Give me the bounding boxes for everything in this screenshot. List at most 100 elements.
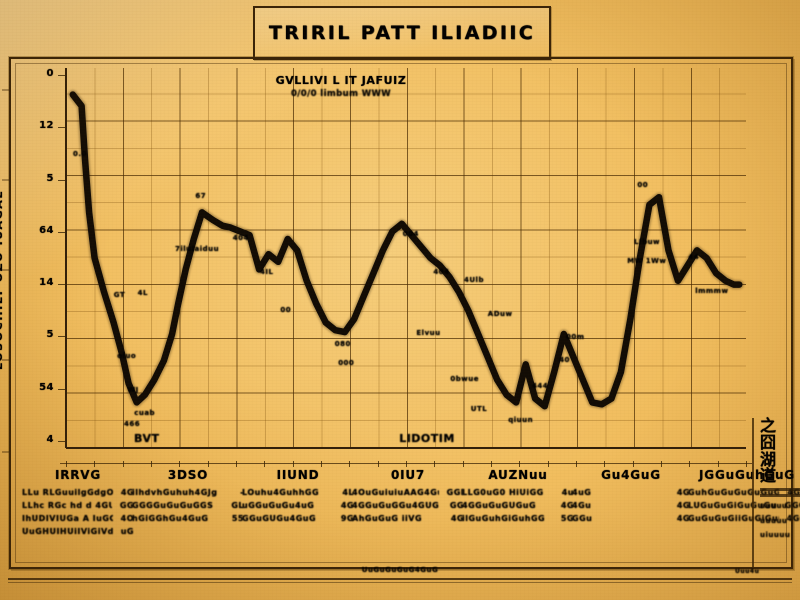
- data-label: 4IL: [260, 268, 274, 277]
- table-row: UuGHUIHUiIViGiVdJuuLL uG: [22, 527, 134, 536]
- table-cell-value: 4Gu: [786, 514, 800, 523]
- x-tick: [236, 461, 237, 467]
- chart-frame: [9, 57, 793, 569]
- y-tick-label: 0: [46, 68, 54, 79]
- table-cell-value: GGl: [446, 488, 464, 497]
- y-tick-label: 14: [39, 277, 54, 289]
- table-column-header: AUZNuu: [488, 468, 548, 482]
- data-label: 00: [637, 180, 649, 189]
- table-row: 4uG 4G: [572, 488, 690, 497]
- data-label: Elvuu: [416, 329, 441, 337]
- table-cell-label: 4OuGuiuiuAAG4Gulu: [352, 488, 439, 497]
- data-label: 004: [402, 230, 419, 239]
- table-cell-label: hGiGGhGu4GuG: [132, 514, 209, 523]
- x-tick: [151, 461, 152, 467]
- x-tick: [406, 461, 407, 467]
- y-tick-label: 64: [39, 224, 54, 236]
- table-row: uGGuGuGu4uG 4G: [242, 501, 354, 510]
- data-label: 00m: [566, 332, 585, 341]
- y-tick-label: 54: [39, 381, 54, 393]
- table-row: 4GGuGuGUGuG 4G: [462, 501, 574, 510]
- table-row: GuhGuGuGuGuGuGuGuGuGuG 4GL: [688, 488, 800, 497]
- x-tick: [434, 461, 436, 467]
- x-tick: [207, 461, 209, 467]
- y-tick-label: 5: [46, 172, 54, 184]
- table-row: 4GGuGuGGu4GUG GG: [352, 501, 464, 510]
- chart-title-box: TRIRIL PATT ILIADIIC: [253, 6, 551, 60]
- footer-rule: [8, 578, 792, 580]
- table-row: LLG0uG0 HiUiGG 4u: [462, 488, 574, 497]
- sidebar-glyph: 囧: [760, 432, 777, 452]
- table-cell-label: LUGuGuGiGuGuGuGuG: [688, 501, 777, 510]
- table-column-header: Gu4GuG: [601, 468, 661, 482]
- table-cell-value: 4L: [342, 488, 354, 497]
- data-label: WJ: [127, 386, 139, 394]
- table-cell-label: UuGHUIHUiIViGiVdJuuLL: [22, 527, 113, 536]
- table-column: JGGuGuhGuG GuhGuGuGuGuGuGuGuGuGuG 4GL LUGuG…: [688, 468, 800, 527]
- data-label: 080: [334, 340, 351, 349]
- plot-area: GVLLIVI L IT JAFUIZ 0/0/0 limbum WWW 0 12…: [39, 68, 752, 467]
- data-label: ADuw: [487, 310, 513, 318]
- x-tick-label: BVT: [134, 432, 160, 445]
- data-label: qiuun: [508, 416, 534, 425]
- x-tick: [179, 461, 181, 467]
- y-tick: [58, 336, 66, 338]
- data-label: 404: [232, 234, 249, 242]
- table-cell-label: ilhdvhGuhuh4GJg: [132, 488, 218, 497]
- table-cell-value: 9G: [340, 514, 354, 523]
- y-tick-label: 12: [39, 120, 54, 132]
- data-label: 7iluiaiduu: [175, 245, 220, 254]
- x-tick: [746, 461, 747, 467]
- x-tick: [462, 461, 464, 467]
- table-cell-label: 4uG: [572, 488, 592, 497]
- table-cell-label: LLu RLGuuilgGdgOUL: [22, 488, 113, 497]
- table-cell-label: GGuGUGu4GuG: [242, 514, 317, 523]
- y-tick: [58, 284, 66, 286]
- table-cell-value: 4O: [120, 514, 134, 523]
- x-tick: [292, 461, 294, 467]
- legend-title: GVLLIVI L IT JAFUIZ: [275, 74, 407, 87]
- sidebar-glyph: 道: [760, 466, 777, 486]
- table-cell-label: LLhc RGc hd d 4GUA: [22, 501, 112, 510]
- x-tick: [717, 461, 719, 467]
- table-cell-label: GGu: [572, 514, 593, 523]
- table-row: 4OuGuiuiuAAG4Gulu GGl: [352, 488, 464, 497]
- data-label: oluo: [117, 351, 137, 360]
- table-row: LOuhu4GuhhGG 4L: [242, 488, 354, 497]
- data-label: LIbuw: [634, 237, 661, 246]
- data-label: 444: [532, 382, 549, 391]
- table-cell-value: GG: [119, 501, 134, 510]
- y-tick: [58, 231, 66, 233]
- x-tick: [547, 461, 549, 467]
- table-column: 3DSO ilhdvhGuhuh4GJg - GGGGuGuGuGGS GL hGiGGh…: [132, 468, 244, 527]
- table-row: ilGuGuhGiGuhGG 5G: [462, 514, 574, 523]
- data-label: 4Ulb: [464, 275, 484, 284]
- x-tick: [576, 461, 577, 467]
- table-cell-label: LOuhu4GuhhGG: [242, 488, 320, 497]
- x-tick: [689, 461, 691, 467]
- table-column-header: 3DSO: [167, 468, 209, 482]
- grid-major: [66, 68, 746, 448]
- data-label: UTL: [470, 405, 488, 413]
- table-cell-value: 4G: [340, 501, 354, 510]
- table-cell-label: GGGGuGuGuGGS: [132, 501, 214, 510]
- x-tick: [94, 461, 96, 467]
- legend-subtitle: 0/0/0 limbum WWW: [290, 89, 392, 99]
- table-row: 4Gu 4G: [572, 501, 690, 510]
- y-axis-line: [65, 68, 67, 448]
- table-cell-label: IhUDIVIUGa A IuGGAu: [22, 514, 113, 523]
- sidebar-glyph: 湖: [760, 449, 777, 469]
- x-tick: [604, 461, 606, 467]
- x-tick: [377, 461, 379, 467]
- sidebar-caption: uiuuuu: [760, 531, 791, 540]
- table-row: GGuGUGu4GuG 9G: [242, 514, 354, 523]
- x-tick: [491, 461, 492, 467]
- table-row: LLhc RGc hd d 4GUA GG: [22, 501, 134, 510]
- data-label: 67: [195, 192, 207, 201]
- table-cell-value: 4G: [560, 501, 574, 510]
- y-tick: [58, 75, 66, 76]
- table-cell-value: 4u: [561, 488, 574, 497]
- table-cell-label: uGGuGuGu4uG: [242, 501, 315, 510]
- table-column: IIUND LOuhu4GuhhGG 4L uGGuGuGu4uG 4G GGuGUGu4…: [242, 468, 354, 527]
- y-tick-label: 4: [46, 434, 54, 445]
